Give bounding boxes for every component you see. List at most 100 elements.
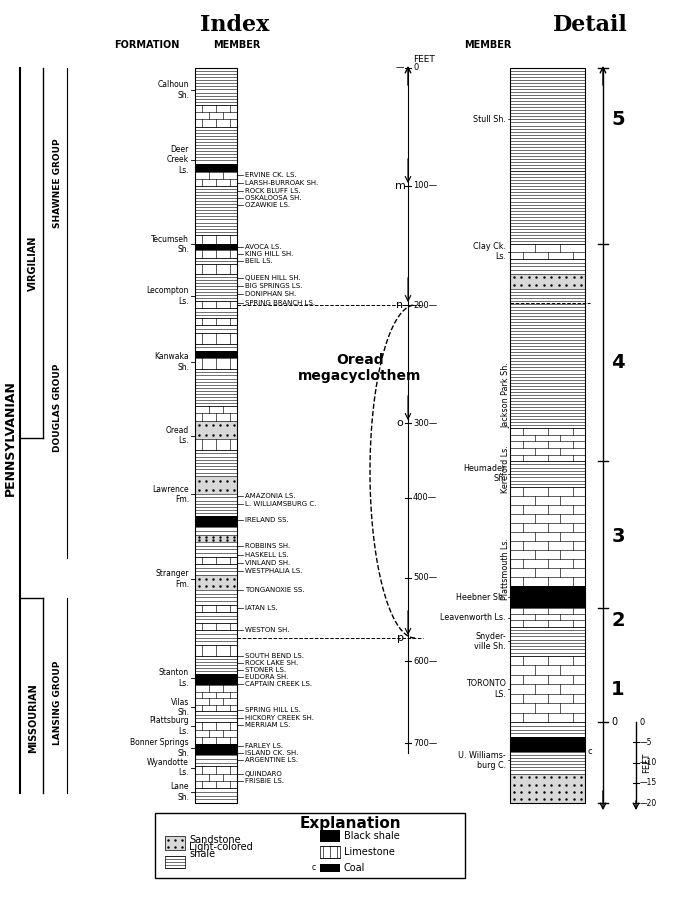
Bar: [195, 476, 237, 494]
Text: WESTPHALIA LS.: WESTPHALIA LS.: [245, 568, 302, 575]
Text: —10: —10: [640, 758, 657, 767]
Text: n: n: [396, 300, 404, 310]
Bar: [510, 773, 585, 803]
Bar: [320, 846, 340, 858]
Text: Stanton
Ls.: Stanton Ls.: [159, 668, 189, 688]
Text: VINLAND SH.: VINLAND SH.: [245, 559, 290, 566]
Bar: [155, 813, 465, 878]
Bar: [195, 557, 237, 564]
Text: AMAZONIA LS.: AMAZONIA LS.: [245, 493, 295, 498]
Text: Sandstone: Sandstone: [189, 835, 241, 845]
Text: AVOCA LS.: AVOCA LS.: [245, 244, 281, 251]
Text: SPRING HILL LS.: SPRING HILL LS.: [245, 708, 301, 713]
Text: Lecompton
Ls.: Lecompton Ls.: [146, 286, 189, 305]
Text: ROBBINS SH.: ROBBINS SH.: [245, 542, 290, 549]
Text: Heumader
Sh.: Heumader Sh.: [463, 464, 506, 483]
Bar: [195, 744, 237, 755]
Bar: [165, 836, 185, 850]
Text: SPRING BRANCH LS.: SPRING BRANCH LS.: [245, 300, 315, 306]
Bar: [195, 575, 237, 590]
Bar: [195, 766, 237, 788]
Bar: [195, 68, 237, 803]
Bar: [195, 358, 237, 369]
Text: Calhoun
Sh.: Calhoun Sh.: [158, 80, 189, 100]
Bar: [195, 186, 237, 235]
Bar: [165, 856, 185, 868]
Text: Detail: Detail: [552, 14, 627, 36]
Text: 0: 0: [640, 718, 645, 726]
Text: Black shale: Black shale: [344, 831, 400, 841]
Bar: [510, 462, 585, 487]
Text: Jackson Park Sh.: Jackson Park Sh.: [501, 362, 510, 427]
Text: OSKALOOSA SH.: OSKALOOSA SH.: [245, 195, 302, 201]
Bar: [195, 264, 237, 274]
Bar: [195, 344, 237, 351]
Bar: [195, 308, 237, 318]
Bar: [195, 406, 237, 421]
Text: ERVINE CK. LS.: ERVINE CK. LS.: [245, 172, 297, 178]
Text: Limestone: Limestone: [344, 847, 395, 857]
Text: 2: 2: [611, 612, 625, 630]
Text: EUDORA SH.: EUDORA SH.: [245, 674, 288, 680]
Bar: [195, 325, 237, 332]
Bar: [510, 487, 585, 586]
Bar: [195, 494, 237, 516]
Bar: [195, 235, 237, 244]
Bar: [195, 645, 237, 656]
Bar: [195, 105, 237, 127]
Bar: [195, 68, 237, 105]
Text: Stull Sh.: Stull Sh.: [473, 115, 506, 124]
Text: 200—: 200—: [413, 301, 437, 310]
Bar: [195, 127, 237, 163]
Bar: [320, 830, 340, 842]
Text: U. Williams-
burg C.: U. Williams- burg C.: [458, 751, 506, 770]
Bar: [195, 516, 237, 527]
Text: Tecumseh
Sh.: Tecumseh Sh.: [151, 234, 189, 254]
Bar: [195, 623, 237, 630]
Text: Light-colored: Light-colored: [189, 842, 253, 852]
Text: Lane
Sh.: Lane Sh.: [171, 782, 189, 802]
Bar: [195, 258, 237, 264]
Bar: [195, 534, 237, 542]
Text: MEMBER: MEMBER: [464, 40, 512, 50]
Bar: [195, 722, 237, 744]
Text: Vilas
Sh.: Vilas Sh.: [171, 698, 189, 718]
Bar: [320, 864, 340, 872]
Text: 300—: 300—: [413, 418, 438, 427]
Text: FORMATION: FORMATION: [114, 40, 180, 50]
Text: 100—: 100—: [413, 181, 437, 190]
Text: Coal: Coal: [344, 863, 365, 873]
Bar: [510, 752, 585, 773]
Text: CAPTAIN CREEK LS.: CAPTAIN CREEK LS.: [245, 681, 312, 687]
Text: o: o: [397, 418, 403, 428]
Bar: [165, 856, 185, 868]
Bar: [195, 564, 237, 575]
Text: STONER LS.: STONER LS.: [245, 667, 286, 673]
Text: ISLAND CK. SH.: ISLAND CK. SH.: [245, 750, 298, 756]
Bar: [510, 722, 585, 737]
Text: PENNSYLVANIAN: PENNSYLVANIAN: [4, 380, 17, 496]
Text: LARSH-BURROAK SH.: LARSH-BURROAK SH.: [245, 180, 318, 187]
Bar: [510, 288, 585, 428]
Text: 5: 5: [611, 110, 625, 129]
Bar: [195, 251, 237, 258]
Bar: [195, 421, 237, 439]
Bar: [195, 788, 237, 803]
Bar: [195, 685, 237, 711]
Text: VIRGILIAN: VIRGILIAN: [28, 235, 38, 291]
Text: L. WILLIAMSBURG C.: L. WILLIAMSBURG C.: [245, 501, 316, 506]
Text: ROCK LAKE SH.: ROCK LAKE SH.: [245, 660, 298, 666]
Bar: [195, 301, 237, 308]
Text: KING HILL SH.: KING HILL SH.: [245, 251, 293, 257]
Text: p: p: [396, 633, 403, 643]
Bar: [195, 274, 237, 301]
Text: TORONTO
LS.: TORONTO LS.: [466, 680, 506, 699]
Bar: [195, 656, 237, 674]
Text: ROCK BLUFF LS.: ROCK BLUFF LS.: [245, 188, 301, 194]
Text: MEMBER: MEMBER: [214, 40, 260, 50]
Text: 0: 0: [611, 718, 617, 727]
Bar: [195, 542, 237, 557]
Text: Heebner Sh.: Heebner Sh.: [456, 593, 506, 602]
Bar: [195, 450, 237, 476]
Text: Explanation: Explanation: [299, 816, 401, 831]
